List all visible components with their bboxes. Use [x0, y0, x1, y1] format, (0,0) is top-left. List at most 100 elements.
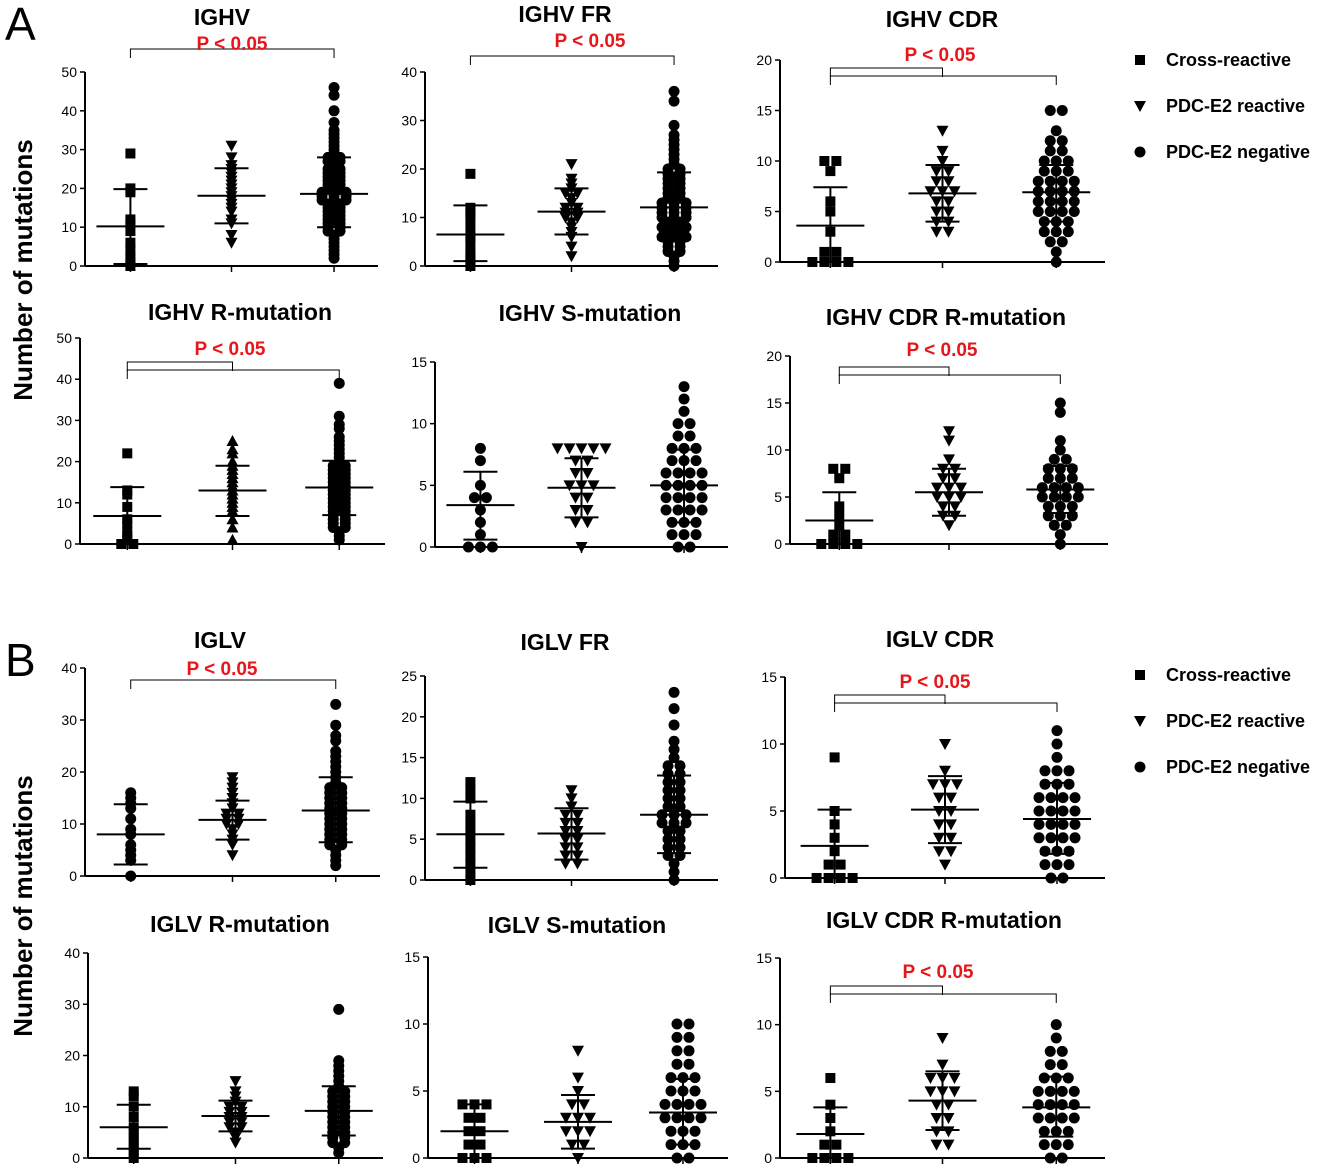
data-point: [333, 410, 345, 422]
y-tick-label: 0: [774, 536, 782, 552]
data-point: [559, 817, 572, 829]
data-point: [1051, 738, 1063, 750]
data-point: [945, 846, 957, 858]
data-point: [930, 1113, 943, 1124]
data-point: [1056, 1045, 1068, 1057]
data-point: [220, 808, 233, 820]
data-point: [581, 492, 594, 504]
data-point: [945, 792, 957, 804]
data-point: [811, 873, 822, 883]
y-tick-label: 30: [61, 142, 77, 158]
data-point: [1051, 765, 1063, 777]
data-point: [465, 793, 476, 804]
data-point: [229, 1127, 242, 1139]
data-point: [945, 819, 957, 831]
data-point: [668, 119, 680, 131]
y-tick-label: 20: [756, 52, 772, 68]
data-point: [1066, 472, 1078, 484]
data-point: [560, 1112, 572, 1124]
y-tick-label: 20: [61, 180, 77, 196]
data-point: [486, 541, 498, 553]
data-point: [1054, 397, 1066, 409]
data-point: [674, 792, 686, 804]
y-tick-label: 5: [409, 831, 417, 847]
data-point: [689, 1072, 701, 1084]
data-point: [942, 1139, 955, 1151]
data-point: [1044, 1112, 1056, 1124]
data-point: [840, 529, 851, 540]
data-point: [951, 779, 963, 791]
data-point: [1056, 1059, 1068, 1071]
data-point: [1048, 491, 1060, 503]
data-point: [696, 504, 708, 516]
y-axis-label-b: Number of mutations: [8, 775, 38, 1036]
legend-marker: [1134, 146, 1146, 158]
data-point: [474, 455, 486, 467]
data-point: [955, 492, 967, 503]
data-point: [128, 1086, 139, 1097]
data-point: [575, 443, 588, 455]
data-point: [683, 1098, 695, 1110]
data-point: [942, 1113, 955, 1124]
y-tick-label: 10: [56, 495, 72, 511]
data-point: [330, 730, 342, 742]
data-point: [668, 743, 680, 755]
data-point: [578, 1139, 590, 1151]
y-tick-label: 50: [61, 64, 77, 80]
y-tick-label: 40: [401, 64, 417, 80]
data-point: [683, 1018, 695, 1030]
data-point: [333, 377, 345, 389]
data-point: [1044, 1045, 1056, 1057]
data-point: [1033, 832, 1045, 844]
data-point: [328, 82, 340, 94]
data-point: [235, 1101, 248, 1113]
data-point: [678, 529, 690, 541]
data-point: [226, 513, 239, 525]
data-point: [1063, 845, 1075, 857]
panel-label-a: A: [5, 0, 36, 50]
data-point: [559, 202, 572, 214]
y-tick-label: 30: [401, 113, 417, 129]
data-point: [668, 752, 680, 764]
data-point: [328, 124, 340, 136]
data-point: [330, 719, 342, 731]
data-point: [572, 1153, 584, 1164]
data-point: [465, 875, 476, 885]
data-point: [942, 1099, 955, 1111]
significance-bracket: [829, 985, 943, 995]
chart-7: 0 10 20 30 40 IGLV P < 0.05: [61, 627, 380, 884]
data-point: [1056, 236, 1068, 248]
data-point: [684, 418, 696, 430]
data-point: [559, 834, 572, 846]
data-point: [678, 381, 690, 393]
data-point: [1033, 805, 1045, 817]
data-point: [1066, 510, 1078, 522]
p-value-label: P < 0.05: [907, 340, 978, 361]
data-point: [1045, 792, 1057, 804]
y-tick-label: 30: [61, 712, 77, 728]
data-point: [666, 529, 678, 541]
data-point: [571, 817, 584, 829]
data-point: [1066, 463, 1078, 475]
data-point: [662, 768, 674, 780]
data-point: [581, 468, 594, 479]
y-axis-label-a: Number of mutations: [8, 139, 38, 400]
chart-4: 0 10 20 30 40 50 IGHV R-mutation P < 0.05: [56, 299, 385, 552]
data-point: [945, 832, 957, 844]
data-point: [1057, 872, 1069, 884]
data-point: [1032, 185, 1044, 197]
data-point: [1060, 491, 1072, 503]
data-point: [565, 241, 578, 253]
data-point: [1056, 145, 1068, 157]
data-point: [674, 768, 686, 780]
y-tick-label: 40: [61, 103, 77, 119]
data-point: [671, 1058, 683, 1070]
data-point: [1057, 792, 1069, 804]
data-point: [937, 473, 949, 485]
data-point: [1044, 1099, 1056, 1111]
legend-b: Cross-reactive PDC-E2 reactive PDC-E2 nega…: [1134, 665, 1310, 777]
data-point: [695, 1112, 707, 1124]
data-point: [671, 1112, 683, 1124]
data-point: [465, 168, 476, 179]
data-point: [1051, 859, 1063, 871]
